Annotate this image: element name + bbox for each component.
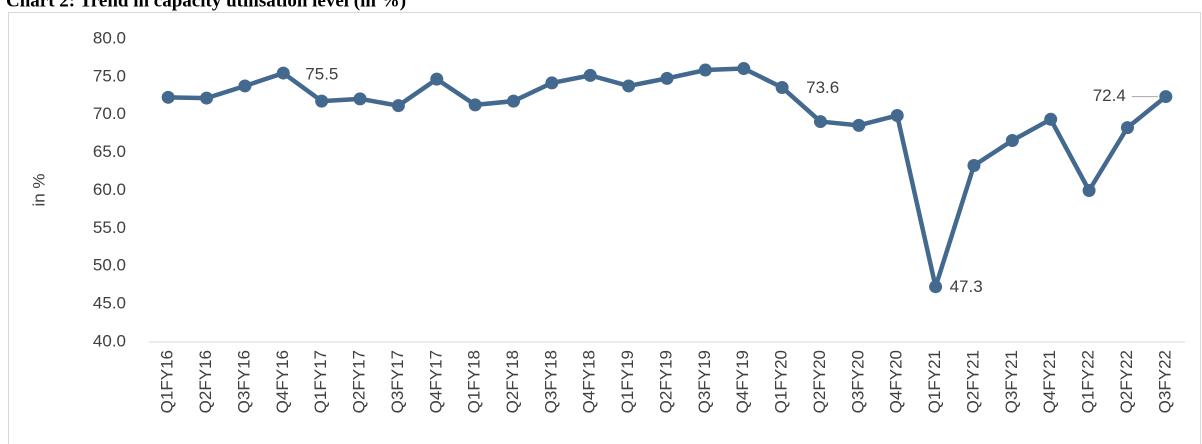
marker [315, 94, 329, 108]
x-tick-label: Q1FY22 [1079, 350, 1098, 413]
x-tick-label: Q4FY18 [580, 350, 599, 413]
x-tick-label: Q4FY16 [273, 350, 292, 413]
chart-border [8, 12, 1201, 444]
x-tick-label: Q4FY20 [887, 350, 906, 413]
marker [813, 115, 827, 129]
y-tick-label: 75.0 [93, 66, 126, 85]
data-label: 75.5 [305, 65, 338, 84]
y-tick-label: 80.0 [93, 28, 126, 47]
data-label: 47.3 [950, 277, 983, 296]
y-tick-label: 55.0 [93, 218, 126, 237]
marker [276, 66, 290, 80]
x-tick-label: Q1FY18 [465, 350, 484, 413]
x-tick-label: Q1FY19 [618, 350, 637, 413]
y-tick-label: 50.0 [93, 256, 126, 275]
x-tick-label: Q4FY19 [733, 350, 752, 413]
marker [1159, 90, 1173, 104]
marker [660, 71, 674, 85]
x-tick-label: Q4FY21 [1040, 350, 1059, 413]
marker [622, 79, 636, 93]
y-tick-label: 40.0 [93, 331, 126, 350]
marker [929, 280, 943, 294]
x-tick-label: Q3FY16 [234, 350, 253, 413]
marker [238, 79, 252, 93]
x-tick-label: Q3FY22 [1155, 350, 1174, 413]
y-tick-label: 70.0 [93, 104, 126, 123]
x-tick-label: Q2FY22 [1117, 350, 1136, 413]
marker [1082, 184, 1096, 197]
data-label: 72.4 [1093, 86, 1126, 105]
y-tick-label: 65.0 [93, 142, 126, 161]
x-tick-label: Q3FY21 [1002, 350, 1021, 413]
marker [737, 62, 751, 76]
marker [353, 92, 367, 106]
marker [507, 94, 521, 108]
chart-title: Chart 2: Trend in capacity utilisation l… [6, 0, 406, 11]
x-tick-label: Q1FY16 [158, 350, 177, 413]
marker [430, 72, 444, 86]
marker [1120, 121, 1134, 135]
y-tick-label: 45.0 [93, 294, 126, 313]
data-label: 73.6 [806, 78, 839, 97]
marker [967, 159, 981, 173]
marker [698, 63, 712, 77]
marker [391, 99, 405, 113]
x-tick-label: Q3FY18 [541, 350, 560, 413]
x-tick-label: Q2FY20 [810, 350, 829, 413]
x-tick-label: Q2FY17 [350, 350, 369, 413]
marker [852, 118, 866, 132]
x-tick-label: Q3FY17 [388, 350, 407, 413]
marker [545, 76, 559, 90]
x-tick-label: Q1FY21 [925, 350, 944, 413]
marker [1005, 134, 1019, 148]
y-axis-label: in % [29, 173, 48, 206]
x-tick-label: Q1FY20 [772, 350, 791, 413]
marker [583, 68, 597, 82]
marker [161, 90, 175, 104]
x-tick-label: Q2FY19 [656, 350, 675, 413]
marker [468, 98, 482, 112]
marker [1044, 112, 1058, 126]
x-tick-label: Q4FY17 [426, 350, 445, 413]
x-tick-label: Q3FY19 [695, 350, 714, 413]
x-tick-label: Q2FY16 [196, 350, 215, 413]
x-tick-label: Q3FY20 [848, 350, 867, 413]
marker [775, 80, 789, 94]
marker [890, 109, 904, 123]
marker [200, 91, 214, 105]
x-tick-label: Q2FY18 [503, 350, 522, 413]
y-tick-label: 60.0 [93, 180, 126, 199]
x-tick-label: Q1FY17 [311, 350, 330, 413]
x-tick-label: Q2FY21 [963, 350, 982, 413]
